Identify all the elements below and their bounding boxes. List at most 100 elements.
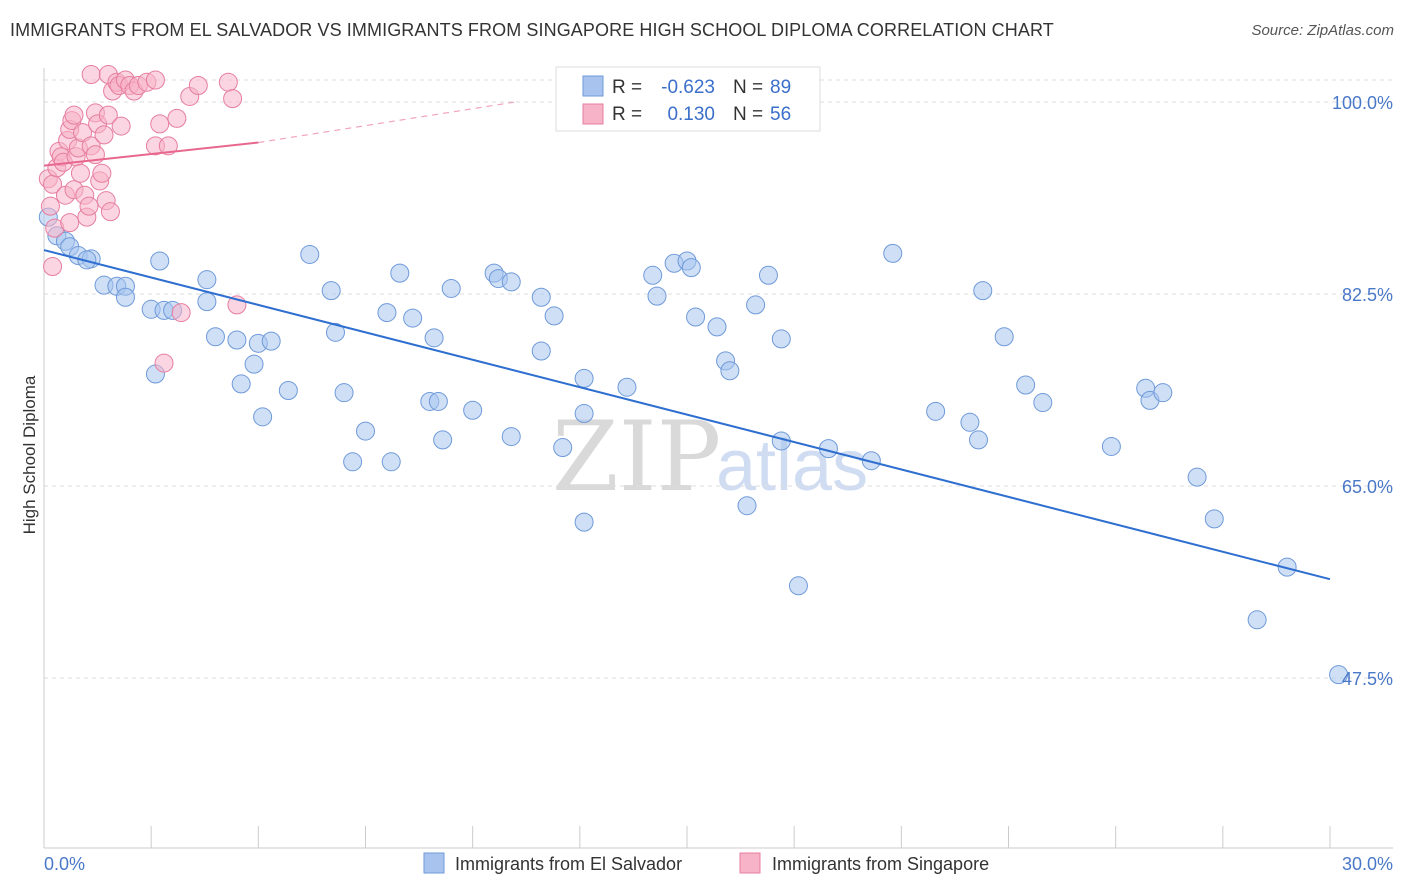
legend-n-label-1: N =: [733, 77, 763, 98]
series-singapore: [38, 65, 247, 373]
data-point-el-salvador: [325, 322, 345, 342]
data-point-el-salvador: [115, 287, 135, 307]
data-point-singapore: [111, 116, 131, 136]
data-point-singapore: [64, 105, 84, 125]
data-point-el-salvador: [381, 452, 401, 472]
data-point-el-salvador: [1101, 436, 1121, 456]
legend-n-value-2: 56: [770, 104, 791, 125]
data-point-singapore: [223, 89, 243, 109]
data-point-el-salvador: [231, 374, 251, 394]
data-point-singapore: [171, 303, 191, 323]
data-point-el-salvador: [501, 427, 521, 447]
data-point-el-salvador: [334, 383, 354, 403]
data-point-el-salvador: [617, 377, 637, 397]
data-point-el-salvador: [244, 354, 264, 374]
data-point-el-salvador: [356, 421, 375, 441]
x-tick-label-max: 30.0%: [1342, 854, 1393, 874]
data-point-el-salvador: [926, 401, 946, 421]
bottom-legend-label-el-salvador: Immigrants from El Salvador: [455, 854, 682, 874]
data-point-el-salvador: [788, 576, 808, 596]
data-point-el-salvador: [531, 341, 551, 361]
data-point-el-salvador: [197, 270, 217, 290]
data-point-singapore: [81, 65, 101, 85]
bottom-legend-label-singapore: Immigrants from Singapore: [772, 854, 989, 874]
data-point-el-salvador: [574, 512, 594, 532]
data-point-el-salvador: [771, 329, 791, 349]
data-point-el-salvador: [403, 308, 423, 328]
data-point-singapore: [79, 196, 99, 216]
data-point-el-salvador: [197, 292, 217, 312]
data-point-el-salvador: [647, 286, 667, 306]
y-tick-label: 100.0%: [1332, 93, 1393, 113]
legend-swatch-el-salvador: [582, 75, 604, 97]
data-point-el-salvador: [205, 327, 225, 347]
data-point-singapore: [218, 72, 238, 92]
data-point-singapore: [94, 125, 114, 145]
data-point-el-salvador: [150, 251, 170, 271]
watermark-atlas: atlas: [716, 426, 868, 506]
data-point-singapore: [154, 353, 174, 373]
trend-line-el-salvador: [43, 249, 1331, 581]
x-tick-label-min: 0.0%: [44, 854, 85, 874]
data-point-el-salvador: [883, 243, 903, 263]
data-point-el-salvador: [574, 368, 594, 388]
data-point-el-salvador: [390, 263, 410, 283]
data-point-el-salvador: [544, 306, 564, 326]
axes: [43, 68, 1393, 849]
bottom-legend: Immigrants from El Salvador Immigrants f…: [423, 852, 989, 874]
data-point-el-salvador: [441, 278, 461, 298]
series-el-salvador: [38, 207, 1349, 685]
data-point-el-salvador: [433, 430, 453, 450]
data-point-el-salvador: [1187, 467, 1207, 487]
legend-n-label-2: N =: [733, 104, 763, 125]
data-point-el-salvador: [300, 244, 320, 264]
y-tick-label: 65.0%: [1342, 477, 1393, 497]
data-point-el-salvador: [1329, 665, 1349, 685]
data-point-singapore: [73, 123, 93, 143]
data-point-el-salvador: [720, 361, 740, 381]
data-point-el-salvador: [377, 303, 397, 323]
data-point-el-salvador: [960, 412, 980, 432]
legend-r-value-2: 0.130: [667, 104, 715, 125]
data-point-el-salvador: [681, 258, 701, 278]
data-point-el-salvador: [1033, 393, 1053, 413]
y-tick-label: 82.5%: [1342, 285, 1393, 305]
data-point-el-salvador: [968, 430, 988, 450]
data-point-el-salvador: [424, 328, 444, 348]
data-point-el-salvador: [574, 404, 594, 424]
data-point-el-salvador: [463, 400, 483, 420]
data-point-el-salvador: [77, 250, 97, 270]
tick-labels: 47.5% 65.0% 82.5% 100.0% 0.0% 30.0%: [44, 93, 1393, 874]
data-point-el-salvador: [321, 281, 341, 301]
bottom-legend-swatch-singapore: [739, 852, 761, 874]
legend-box: R = -0.623 N = 89 R = 0.130 N = 56: [555, 66, 821, 132]
data-point-el-salvador: [531, 287, 551, 307]
data-point-singapore: [60, 213, 80, 233]
data-point-el-salvador: [553, 438, 573, 458]
data-point-el-salvador: [1204, 509, 1224, 529]
data-point-singapore: [100, 202, 120, 222]
data-point-el-salvador: [278, 380, 298, 400]
y-tick-label: 47.5%: [1342, 669, 1393, 689]
data-point-el-salvador: [227, 330, 247, 350]
data-point-el-salvador: [973, 281, 993, 301]
legend-n-value-1: 89: [770, 77, 791, 98]
source-label: Source: ZipAtlas.com: [1251, 22, 1394, 39]
data-point-singapore: [98, 105, 118, 125]
data-point-el-salvador: [1277, 557, 1297, 577]
data-point-el-salvador: [1247, 610, 1267, 630]
legend-r-label-1: R =: [612, 77, 642, 98]
chart-title: IMMIGRANTS FROM EL SALVADOR VS IMMIGRANT…: [10, 20, 1054, 40]
data-point-el-salvador: [343, 452, 363, 472]
legend-swatch-singapore: [582, 103, 604, 125]
data-point-singapore: [70, 163, 90, 183]
data-point-el-salvador: [261, 331, 281, 351]
data-point-el-salvador: [253, 407, 273, 427]
data-point-el-salvador: [861, 451, 881, 471]
trend-lines: [43, 101, 1331, 581]
trend-line-singapore-extension: [258, 101, 516, 144]
data-point-el-salvador: [707, 317, 727, 337]
data-point-el-salvador: [1016, 375, 1036, 395]
data-point-el-salvador: [1153, 383, 1173, 403]
data-point-singapore: [145, 70, 165, 90]
